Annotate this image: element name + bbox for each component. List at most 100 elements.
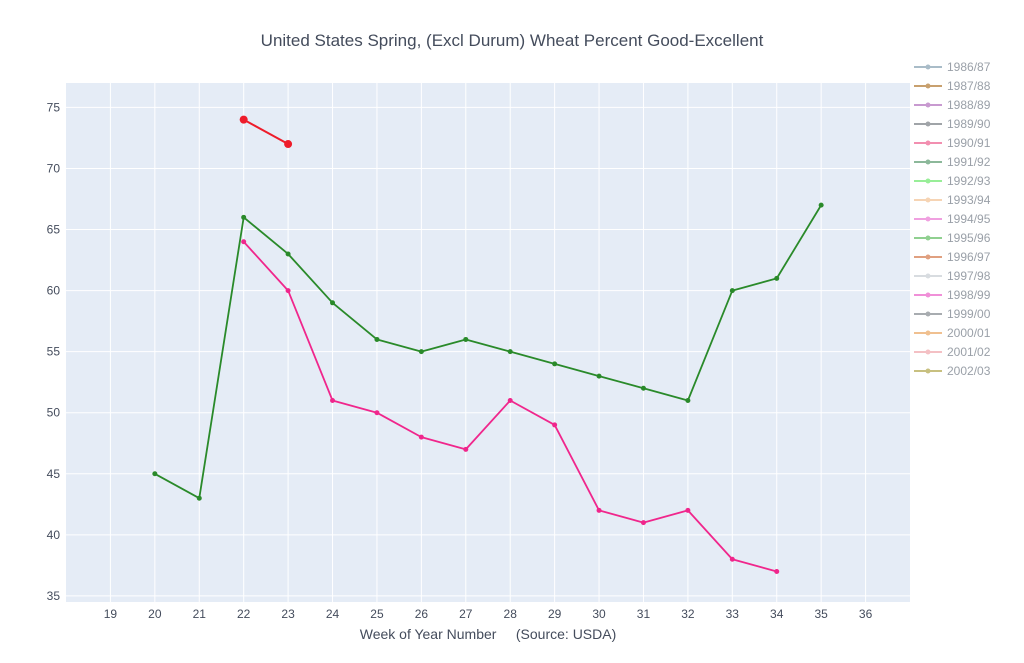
legend-label: 1990/91 <box>947 136 991 150</box>
legend-label: 1989/90 <box>947 117 991 131</box>
data-point <box>507 398 513 404</box>
data-point <box>685 507 691 513</box>
legend[interactable]: 1986/87 1987/88 1988/89 1989/90 1990/91 1991/… <box>914 60 991 378</box>
data-point <box>239 115 248 124</box>
x-tick-label: 26 <box>415 607 429 621</box>
data-point <box>685 398 691 404</box>
data-point <box>640 385 646 391</box>
legend-label: 2000/01 <box>947 326 991 340</box>
series-trace <box>241 239 780 574</box>
x-tick-label: 24 <box>326 607 340 621</box>
data-point <box>418 434 424 440</box>
legend-item[interactable]: 1987/88 <box>914 79 991 93</box>
y-axis: 35 40 45 50 55 60 65 70 75 <box>47 100 61 602</box>
data-point <box>418 349 424 355</box>
data-point <box>463 336 469 342</box>
legend-label: 2002/03 <box>947 364 991 378</box>
legend-label: 1992/93 <box>947 174 991 188</box>
data-point <box>552 422 558 428</box>
x-tick-label: 32 <box>681 607 695 621</box>
data-point <box>463 446 469 452</box>
legend-item[interactable]: 1990/91 <box>914 136 991 150</box>
legend-item[interactable]: 2002/03 <box>914 364 991 378</box>
plot-background <box>66 83 910 602</box>
legend-label: 1994/95 <box>947 212 991 226</box>
legend-item[interactable]: 1997/98 <box>914 269 991 283</box>
legend-item[interactable]: 1998/99 <box>914 288 991 302</box>
legend-item[interactable]: 1995/96 <box>914 231 991 245</box>
legend-item[interactable]: 1988/89 <box>914 98 991 112</box>
y-tick-label: 55 <box>47 345 61 359</box>
legend-item[interactable]: 1996/97 <box>914 250 991 264</box>
legend-swatch-marker <box>925 121 931 127</box>
series-layer <box>152 115 824 574</box>
legend-swatch-marker <box>925 254 931 260</box>
legend-item[interactable]: 1992/93 <box>914 174 991 188</box>
chart-title: United States Spring, (Excl Durum) Wheat… <box>261 31 764 50</box>
legend-swatch-marker <box>925 140 931 146</box>
data-point <box>330 300 336 306</box>
x-tick-label: 23 <box>281 607 295 621</box>
legend-item[interactable]: 1993/94 <box>914 193 991 207</box>
legend-swatch-marker <box>925 235 931 241</box>
series-line <box>154 204 822 500</box>
data-point <box>285 251 291 257</box>
x-tick-label: 28 <box>504 607 518 621</box>
y-tick-label: 65 <box>47 223 61 237</box>
legend-swatch-marker <box>925 197 931 203</box>
x-tick-label: 33 <box>726 607 740 621</box>
data-point <box>330 398 336 404</box>
x-tick-label: 25 <box>370 607 384 621</box>
legend-label: 2001/02 <box>947 345 991 359</box>
legend-item[interactable]: 1999/00 <box>914 307 991 321</box>
legend-label: 1995/96 <box>947 231 991 245</box>
data-point <box>374 410 380 416</box>
data-point <box>284 140 293 149</box>
data-point <box>196 495 202 501</box>
x-tick-label: 22 <box>237 607 251 621</box>
legend-item[interactable]: 1986/87 <box>914 60 991 74</box>
legend-swatch-marker <box>925 311 931 317</box>
x-tick-label: 36 <box>859 607 873 621</box>
legend-item[interactable]: 1989/90 <box>914 117 991 131</box>
series-line <box>243 118 289 145</box>
series-trace <box>239 115 293 149</box>
x-tick-label: 19 <box>104 607 118 621</box>
legend-label: 1987/88 <box>947 79 991 93</box>
data-point <box>152 471 158 477</box>
y-tick-label: 50 <box>47 406 61 420</box>
grid <box>66 83 910 602</box>
legend-label: 1999/00 <box>947 307 991 321</box>
y-tick-label: 40 <box>47 528 61 542</box>
legend-label: 1997/98 <box>947 269 991 283</box>
legend-swatch-marker <box>925 159 931 165</box>
data-point <box>241 239 247 245</box>
legend-swatch-marker <box>925 349 931 355</box>
data-point <box>729 556 735 562</box>
x-tick-label: 30 <box>592 607 606 621</box>
x-tick-label: 21 <box>193 607 207 621</box>
x-tick-label: 34 <box>770 607 784 621</box>
data-point <box>285 288 291 294</box>
data-point <box>640 520 646 526</box>
legend-item[interactable]: 2000/01 <box>914 326 991 340</box>
legend-label: 1996/97 <box>947 250 991 264</box>
legend-label: 1993/94 <box>947 193 991 207</box>
y-tick-label: 45 <box>47 467 61 481</box>
legend-label: 1991/92 <box>947 155 991 169</box>
data-point <box>818 202 824 208</box>
data-point <box>374 336 380 342</box>
series-trace <box>152 202 824 501</box>
x-tick-label: 29 <box>548 607 562 621</box>
legend-item[interactable]: 1994/95 <box>914 212 991 226</box>
legend-item[interactable]: 2001/02 <box>914 345 991 359</box>
x-tick-label: 20 <box>148 607 162 621</box>
legend-item[interactable]: 1991/92 <box>914 155 991 169</box>
legend-swatch-marker <box>925 330 931 336</box>
x-tick-label: 27 <box>459 607 473 621</box>
data-point <box>774 275 780 281</box>
x-axis-title: Week of Year Number (Source: USDA) <box>360 626 617 642</box>
y-tick-label: 75 <box>47 100 61 114</box>
data-point <box>596 373 602 379</box>
